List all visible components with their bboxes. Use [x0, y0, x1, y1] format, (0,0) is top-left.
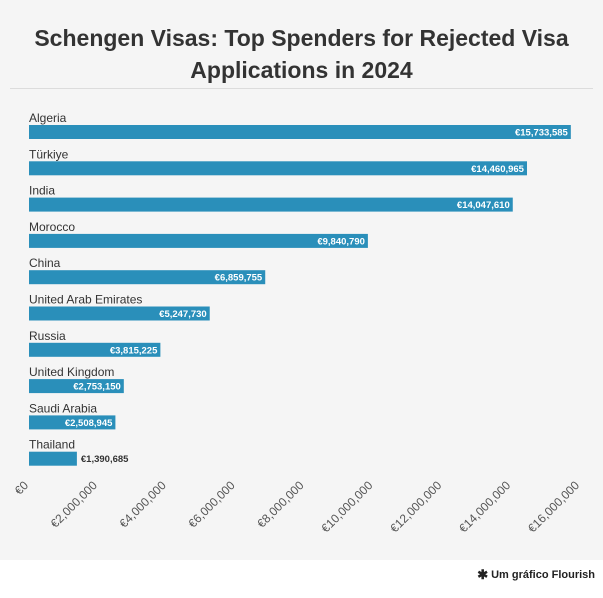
- data-label: €14,047,610: [457, 200, 510, 211]
- flourish-asterisk-icon: ✱: [477, 567, 489, 582]
- bar: [29, 161, 527, 176]
- bar: [29, 415, 116, 430]
- category-label: Saudi Arabia: [29, 401, 97, 415]
- bar: [29, 306, 210, 321]
- bar: [29, 379, 124, 394]
- category-label: India: [29, 184, 55, 198]
- bar: [29, 125, 571, 139]
- category-label: Türkiye: [29, 147, 69, 161]
- x-tick-label: €10,000,000: [318, 478, 375, 535]
- bar: [29, 197, 513, 212]
- data-label: €3,815,225: [110, 345, 158, 356]
- x-tick-label: €0: [12, 478, 32, 498]
- flourish-credit[interactable]: ✱ Um gráfico Flourish: [477, 568, 595, 581]
- category-label: Thailand: [29, 438, 75, 452]
- bar: [29, 342, 161, 357]
- category-label: Algeria: [29, 111, 67, 125]
- x-tick-label: €4,000,000: [117, 478, 170, 531]
- category-label: United Arab Emirates: [29, 293, 142, 307]
- chart-panel: Schengen Visas: Top Spenders for Rejecte…: [10, 25, 593, 536]
- x-tick-label: €2,000,000: [48, 478, 101, 531]
- bar: [29, 270, 266, 285]
- x-tick-label: €16,000,000: [525, 478, 582, 535]
- x-tick-label: €8,000,000: [254, 478, 307, 531]
- title-divider: [10, 88, 593, 89]
- category-label: United Kingdom: [29, 365, 114, 379]
- category-label: Russia: [29, 329, 66, 343]
- data-label: €9,840,790: [317, 236, 365, 247]
- data-label: €5,247,730: [159, 309, 207, 320]
- x-tick-label: €12,000,000: [387, 478, 444, 535]
- credit-text: Um gráfico Flourish: [491, 568, 595, 581]
- bar: [29, 233, 368, 248]
- data-label: €2,508,945: [65, 418, 113, 429]
- footer: ✱ Um gráfico Flourish: [0, 560, 603, 598]
- chart-title: Schengen Visas: Top Spenders for Rejecte…: [34, 25, 569, 83]
- category-label: China: [29, 256, 61, 270]
- bar-chart: Algeria €15,733,585 Türkiye €14,460,965 Indi…: [12, 111, 583, 535]
- data-label: €15,733,585: [515, 128, 569, 139]
- x-tick-label: €6,000,000: [185, 478, 238, 531]
- x-tick-label: €14,000,000: [456, 478, 513, 535]
- data-label: €2,753,150: [73, 382, 121, 393]
- bar: [29, 451, 77, 466]
- category-label: Morocco: [29, 220, 75, 234]
- data-label: €1,390,685: [81, 454, 129, 465]
- data-label: €6,859,755: [215, 273, 263, 284]
- data-label: €14,460,965: [471, 164, 525, 175]
